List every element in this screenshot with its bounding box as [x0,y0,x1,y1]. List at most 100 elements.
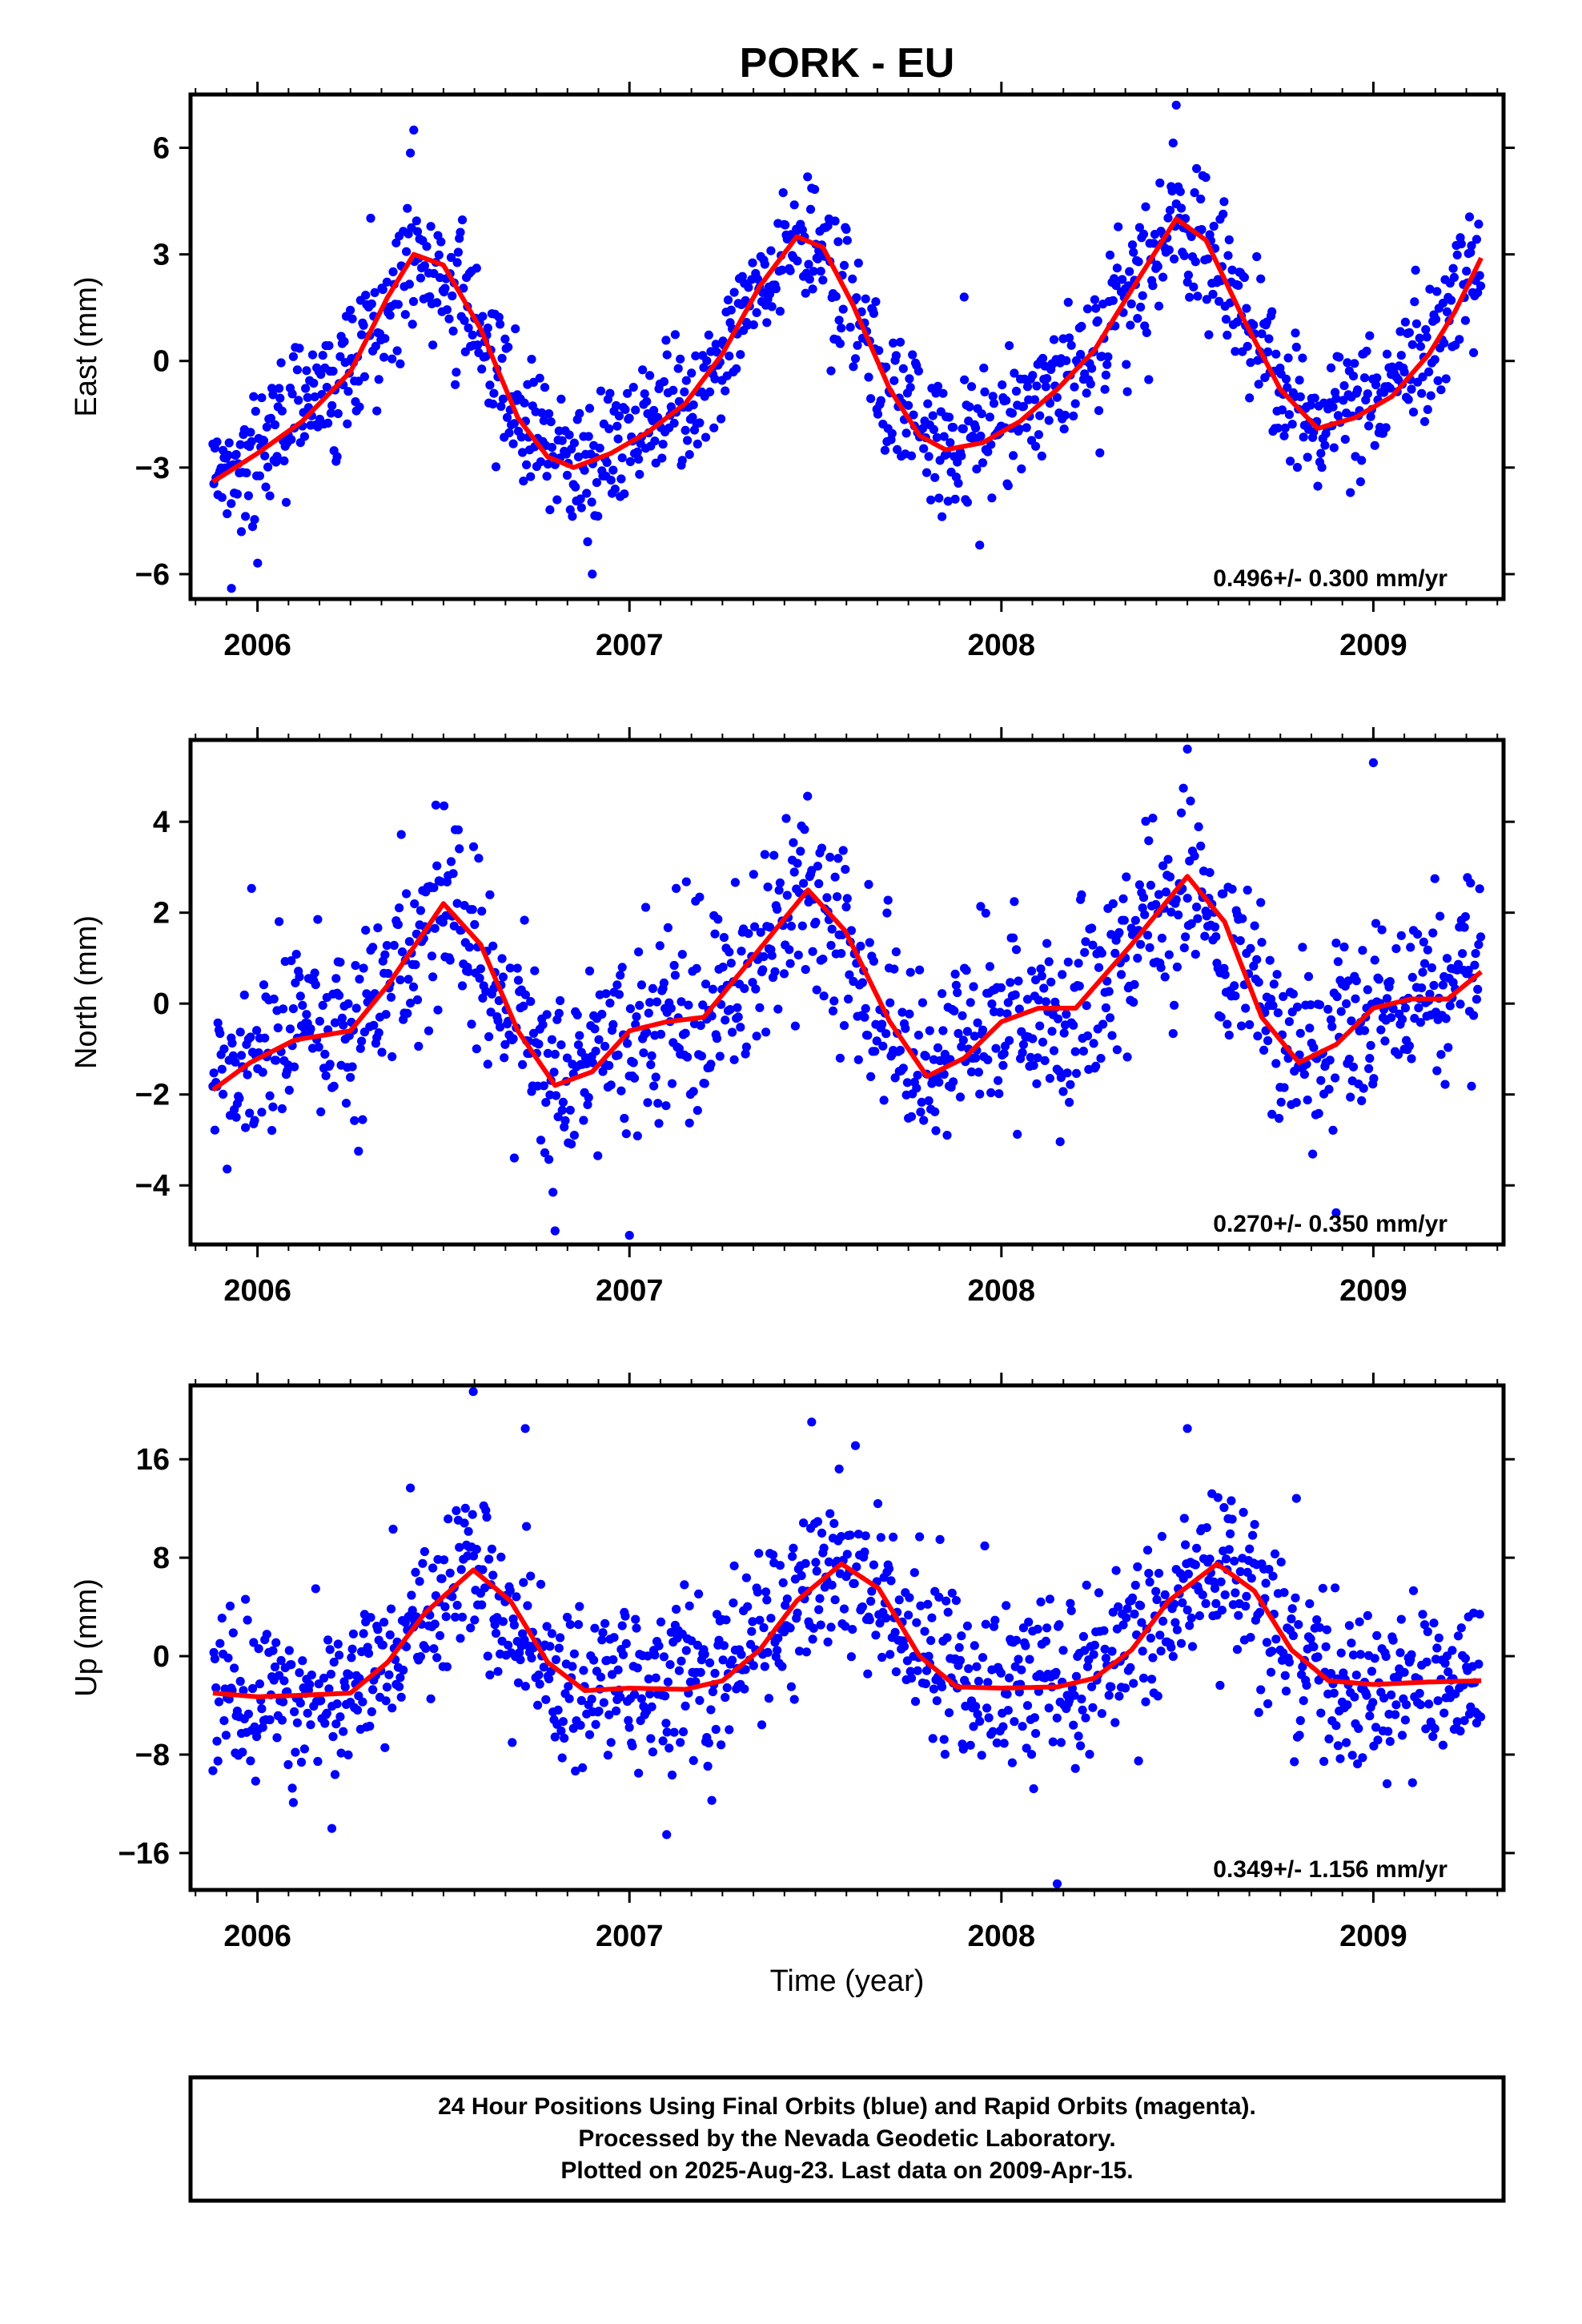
east-point [1223,330,1232,340]
north-point [1370,955,1379,965]
north-point [994,1076,1003,1085]
up-point [703,1761,713,1771]
north-point [1193,914,1203,923]
up-point [729,1598,738,1608]
north-point [1284,1017,1294,1027]
east-y-axis-label: East (mm) [70,276,103,416]
north-point [302,1010,311,1019]
north-point [600,1041,610,1051]
north-point [1014,1004,1024,1014]
east-point [1466,247,1476,257]
east-point [1227,265,1237,275]
up-point [899,1642,909,1651]
east-point [765,289,775,299]
up-point [647,1702,656,1711]
up-point [921,1679,930,1689]
north-point [1058,1087,1068,1096]
east-point [789,200,799,210]
north-point [1160,972,1170,982]
north-point [520,990,531,999]
chart-title: PORK - EU [740,40,955,86]
north-point [1194,822,1203,831]
north-point [710,929,720,939]
up-point [990,1615,1000,1625]
north-point [474,854,484,863]
up-point [468,1510,477,1519]
east-point [552,495,562,505]
up-point [1350,1692,1359,1702]
east-point [1042,374,1052,384]
up-point [754,1549,764,1558]
north-point [655,941,665,951]
up-point [1295,1715,1305,1726]
up-point [1130,1580,1140,1590]
east-point [251,406,260,416]
east-point [1246,358,1255,368]
up-point [564,1694,574,1703]
up-point [815,1594,825,1603]
north-point [1387,1013,1396,1023]
north-xtick-label: 2009 [1339,1274,1407,1308]
east-point [217,493,227,502]
up-point [332,1699,342,1709]
up-point [527,1653,536,1663]
up-point [695,1695,705,1705]
east-point [710,374,720,384]
east-point [1204,330,1214,340]
north-point [728,1027,737,1037]
north-point [712,1034,722,1043]
east-point [378,285,387,295]
up-point [290,1707,299,1717]
up-point [1051,1667,1061,1677]
north-point [689,1087,698,1096]
east-point [687,368,697,378]
north-point [621,1129,631,1139]
north-point [354,1146,363,1156]
up-point [1166,1642,1176,1652]
up-point [1262,1638,1271,1647]
east-point [502,412,512,422]
east-ytick-label: 3 [153,239,170,272]
east-point [576,494,585,504]
east-point [1223,251,1233,260]
up-point [1299,1696,1308,1706]
east-point [640,389,649,399]
up-point [629,1690,640,1699]
east-point [420,261,430,271]
north-point [826,940,836,951]
north-point [433,1005,443,1015]
north-point [741,1049,750,1059]
up-point [534,1670,544,1680]
up-point [1176,1638,1186,1648]
east-point [966,382,977,392]
north-point [938,1026,948,1035]
east-point [778,188,788,198]
east-point [1197,225,1207,235]
east-point [544,408,554,419]
east-point [227,499,236,509]
up-point [823,1637,833,1647]
east-point [781,220,790,230]
east-point [612,400,621,411]
north-point [756,927,765,937]
east-point [1366,412,1375,421]
up-point [794,1647,805,1656]
up-point [850,1441,861,1450]
north-point [1070,1047,1080,1056]
east-point [359,372,369,381]
east-point [446,252,456,263]
north-point [955,1092,966,1102]
east-point [275,384,284,393]
east-point [372,406,382,416]
up-point [1066,1606,1076,1615]
up-point [590,1623,600,1633]
east-point [1022,382,1033,392]
north-point [634,947,644,957]
east-point [954,478,963,489]
up-point [927,1613,937,1622]
up-point [1114,1602,1123,1611]
up-point [407,1590,416,1600]
up-point [1331,1583,1340,1593]
north-point [1055,1137,1065,1147]
